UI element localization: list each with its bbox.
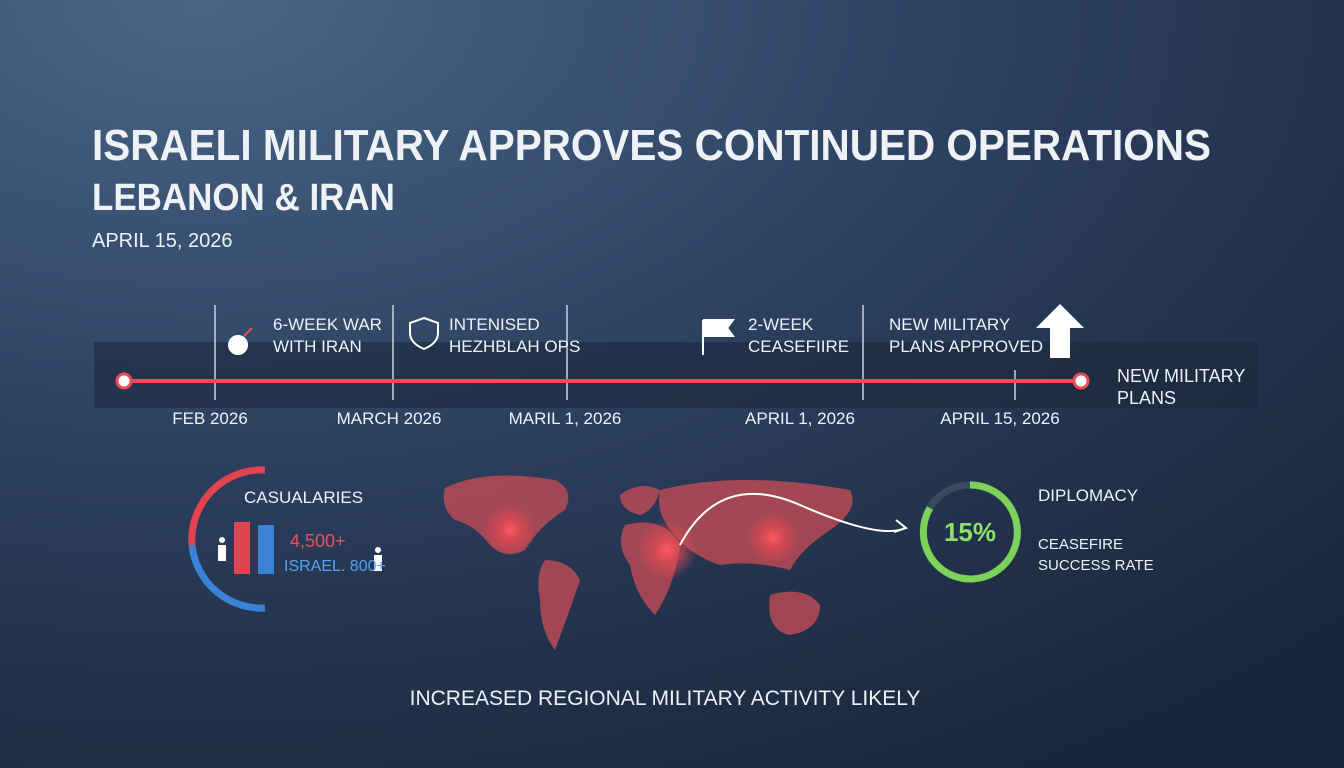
end-label: PLANS (1117, 388, 1176, 408)
timeline-dot (1072, 372, 1090, 390)
hotspot (747, 512, 799, 564)
arrow (679, 492, 906, 546)
event-label: INTENISED (449, 315, 540, 334)
timeline-events: 6-WEEK WAR WITH IRAN INTENISED HEZHBLAH OPS… (273, 315, 1043, 356)
timeline-dates: FEB 2026 MARCH 2026 MARIL 1, 2026 APRIL 1, … (172, 409, 1060, 428)
casualties: CASUALARIES 4,500+ ISRAEL. 800+ (188, 466, 386, 612)
header: ISRAELI MILITARY APPROVES CONTINUED OPER… (92, 120, 1211, 218)
hotspot (484, 504, 536, 556)
caption: SUCCESS RATE (1038, 557, 1154, 574)
date-label: FEB 2026 (172, 409, 248, 428)
arrow-head (893, 519, 909, 533)
diplomacy: 15% DIPLOMACY CEASEFIRE SUCCESS RATE (919, 481, 1154, 583)
event-label: HEZHBLAH OPS (449, 337, 580, 356)
diplomacy-title: DIPLOMACY (1038, 486, 1138, 505)
end-label: NEW MILITARY (1117, 366, 1245, 386)
date-label: APRIL 1, 2026 (745, 409, 855, 428)
separators (214, 305, 1016, 400)
event-label: PLANS APPROVED (889, 337, 1043, 356)
event-label: 6-WEEK WAR (273, 315, 382, 334)
rate: 15% (944, 517, 996, 547)
casualties-value: 4,500+ (290, 531, 346, 551)
date-label: APRIL 15, 2026 (940, 409, 1059, 428)
event-label: NEW MILITARY (889, 315, 1010, 334)
timeline-dot (115, 372, 133, 390)
event-label: CEASEFIIRE (748, 337, 849, 356)
casualties-title: CASUALARIES (244, 488, 363, 507)
caption: CEASEFIRE (1038, 536, 1123, 553)
title: ISRAELI MILITARY APPROVES CONTINUED OPER… (92, 120, 1211, 169)
date-label: MARIL 1, 2026 (509, 409, 622, 428)
footer: INCREASED REGIONAL MILITARY ACTIVITY LIK… (410, 687, 921, 710)
icons (228, 304, 1084, 358)
event-label: 2-WEEK (748, 315, 814, 334)
date: APRIL 15, 2026 (92, 230, 232, 252)
casualties-value: ISRAEL. 800+ (284, 558, 386, 575)
hotspot (637, 520, 697, 580)
event-label: WITH IRAN (273, 337, 362, 356)
date-label: MARCH 2026 (337, 409, 442, 428)
title: LEBANON & IRAN (92, 176, 395, 219)
